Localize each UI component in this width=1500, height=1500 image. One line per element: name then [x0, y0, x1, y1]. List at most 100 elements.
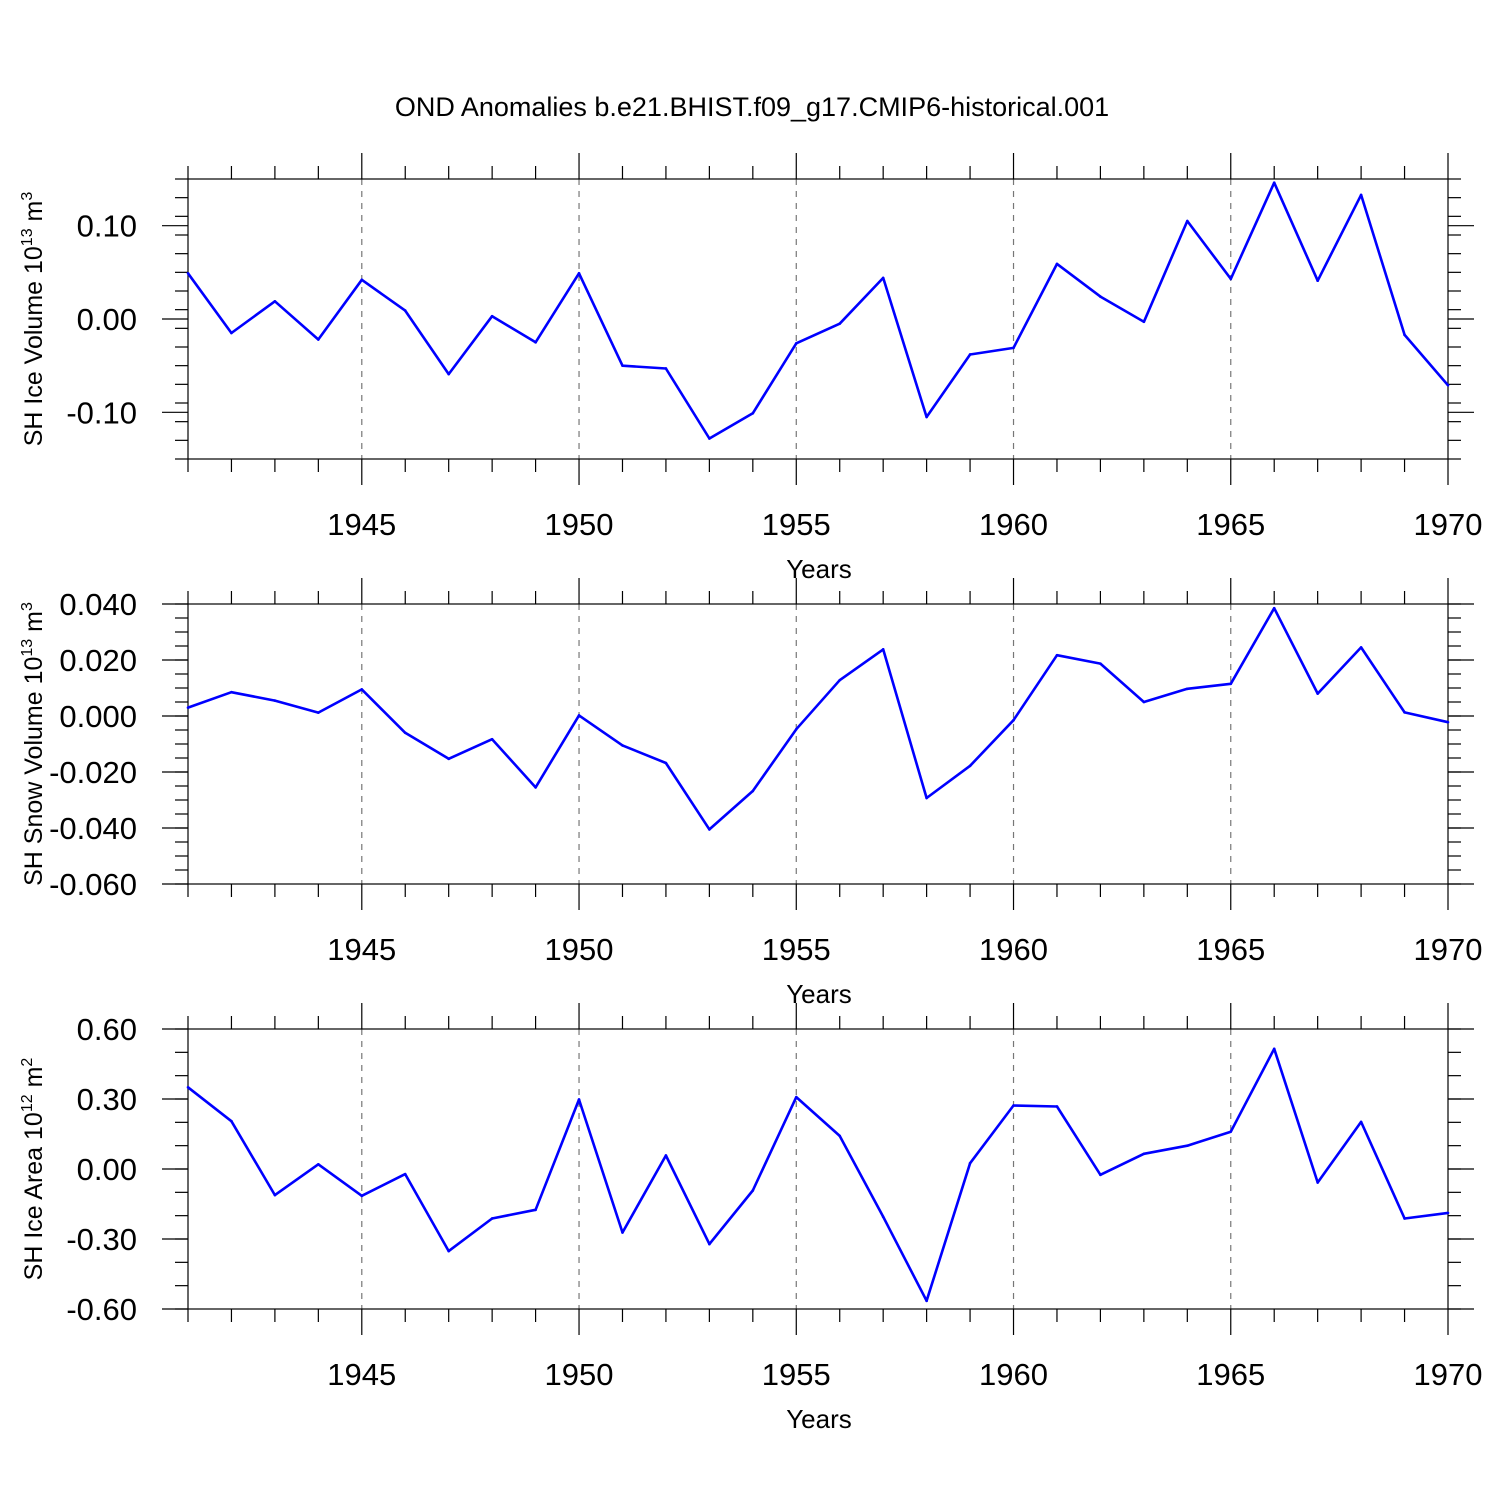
data-point: [751, 411, 755, 415]
data-point: [1055, 262, 1059, 266]
plot-frame: [187, 603, 1449, 885]
data-point: [360, 688, 364, 691]
data-point: [925, 1299, 928, 1303]
data-point: [1446, 1211, 1450, 1215]
x-axis-label: Years: [786, 554, 852, 584]
x-tick-label: 1945: [327, 1357, 396, 1392]
data-point: [534, 341, 537, 344]
data-point: [708, 437, 711, 440]
data-point: [1186, 219, 1189, 223]
y-tick-label: 0.60: [77, 1012, 137, 1047]
data-point: [1055, 653, 1059, 657]
data-point: [794, 727, 798, 731]
data-point: [1099, 1173, 1102, 1177]
y-tick-label: 0.00: [77, 1152, 137, 1187]
data-point: [1055, 1105, 1059, 1108]
x-tick-label: 1970: [1414, 1357, 1483, 1392]
y-axis-label: SH Snow Volume 1013 m3: [19, 602, 48, 886]
data-point: [447, 1249, 450, 1253]
data-point: [1403, 1217, 1406, 1220]
y-tick-label: -0.10: [66, 395, 137, 430]
data-point: [968, 764, 972, 768]
x-tick-label: 1945: [327, 507, 396, 542]
data-point: [1272, 1047, 1276, 1051]
data-point: [968, 353, 972, 356]
data-point: [708, 828, 711, 831]
x-tick-label: 1965: [1196, 932, 1265, 967]
series-line: [186, 181, 1449, 440]
data-point: [447, 372, 450, 376]
data-point: [1229, 1130, 1233, 1133]
data-point: [1142, 320, 1146, 324]
x-tick-label: 1945: [327, 932, 396, 967]
data-point: [751, 789, 755, 793]
x-tick-label: 1960: [979, 1357, 1048, 1392]
data-point: [273, 699, 277, 702]
data-point: [577, 271, 581, 275]
data-point: [794, 1095, 798, 1099]
x-axis-label: Years: [786, 1404, 852, 1434]
data-point: [1142, 1152, 1146, 1156]
data-point: [230, 1119, 233, 1123]
data-point: [1316, 279, 1319, 283]
data-point: [1359, 646, 1363, 649]
data-point: [1186, 1144, 1189, 1147]
data-point: [490, 1217, 494, 1220]
y-tick-label: -0.30: [66, 1222, 137, 1257]
data-point: [881, 1215, 885, 1219]
y-tick-label: 0.10: [77, 209, 137, 244]
y-axis-label: SH Ice Area 1012 m2: [19, 1058, 48, 1281]
data-point: [403, 309, 407, 312]
plot-frame: [187, 1028, 1449, 1310]
data-point: [1272, 606, 1276, 610]
x-tick-label: 1960: [979, 932, 1048, 967]
data-point: [1012, 346, 1015, 350]
data-point: [1186, 687, 1189, 691]
y-tick-label: -0.60: [66, 1292, 137, 1327]
data-point: [794, 341, 798, 345]
data-point: [664, 367, 668, 370]
data-point: [1012, 1104, 1015, 1107]
y-axis-label: SH Ice Volume 1013 m3: [19, 192, 48, 447]
data-point: [708, 1242, 711, 1246]
data-point: [1012, 718, 1015, 722]
y-tick-label: 0.040: [59, 587, 137, 622]
x-tick-label: 1950: [545, 507, 614, 542]
data-point: [621, 364, 624, 367]
data-point: [317, 711, 320, 714]
data-point: [751, 1189, 755, 1192]
data-point: [968, 1161, 972, 1165]
x-tick-label: 1950: [545, 932, 614, 967]
data-point: [1403, 711, 1406, 714]
x-tick-label: 1965: [1196, 1357, 1265, 1392]
data-point: [838, 1134, 842, 1138]
data-point: [881, 648, 885, 651]
x-tick-label: 1955: [762, 1357, 831, 1392]
data-point: [186, 706, 190, 709]
data-point: [1359, 1120, 1363, 1124]
x-tick-label: 1960: [979, 507, 1048, 542]
y-tick-label: -0.060: [49, 867, 137, 902]
data-point: [490, 737, 494, 741]
chart-panel-1: -0.10 0.00 0.10 1945 1950 1955 1960 1965 1970 Yea…: [19, 153, 1482, 584]
data-point: [317, 1163, 320, 1166]
series-line: [187, 606, 1449, 831]
data-point: [230, 690, 233, 694]
data-point: [1142, 700, 1146, 704]
y-tick-label: 0.00: [77, 302, 137, 337]
data-point: [534, 1208, 537, 1212]
data-point: [925, 796, 928, 800]
x-tick-label: 1955: [762, 932, 831, 967]
data-point: [621, 744, 624, 747]
data-point: [1099, 295, 1102, 298]
data-point: [577, 714, 581, 717]
chart-title: OND Anomalies b.e21.BHIST.f09_g17.CMIP6-…: [395, 92, 1109, 122]
y-tick-label: 0.30: [77, 1082, 137, 1117]
data-point: [1446, 383, 1450, 387]
x-axis-label: Years: [786, 979, 852, 1009]
y-tick-label: -0.040: [49, 811, 137, 846]
plot-frame: [187, 178, 1449, 460]
y-tick-label: -0.020: [49, 755, 137, 790]
x-tick-label: 1950: [545, 1357, 614, 1392]
x-tick-label: 1970: [1414, 507, 1483, 542]
